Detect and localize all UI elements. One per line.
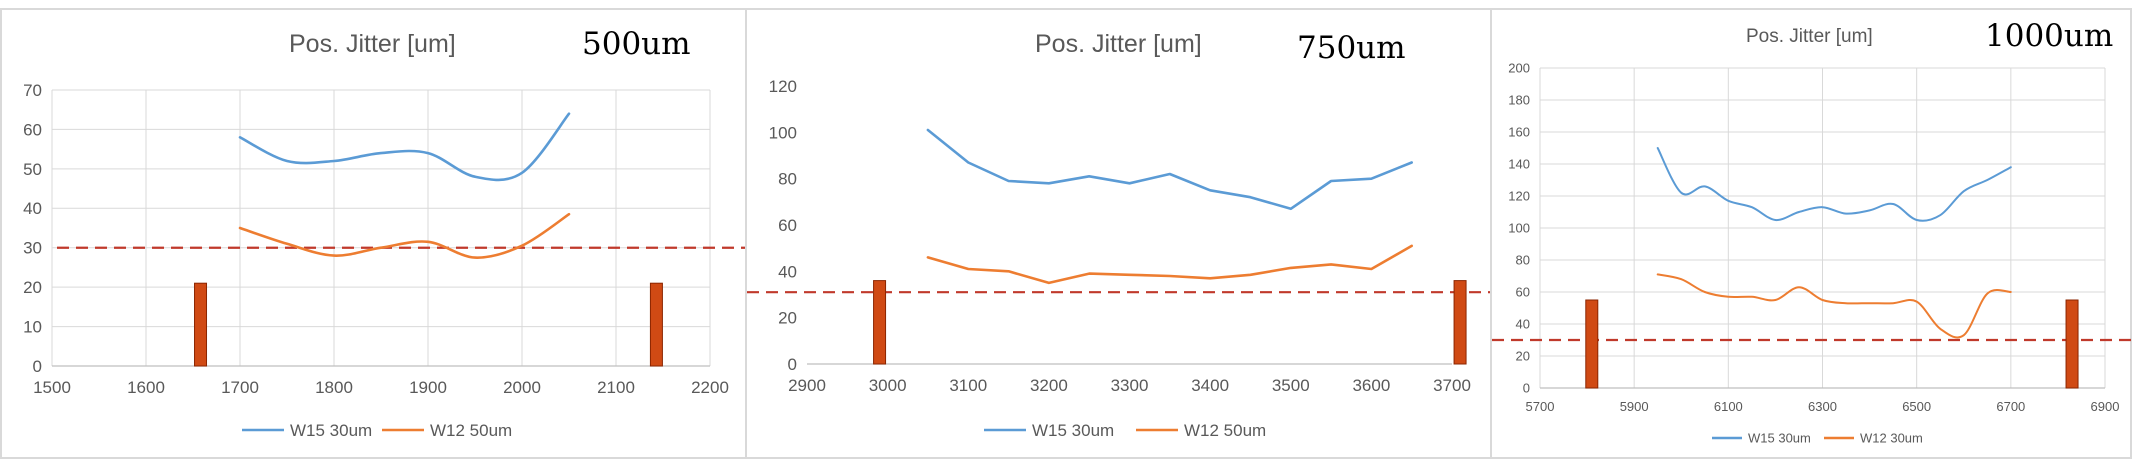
x-tick-label: 6900	[2091, 399, 2120, 414]
x-tick-label: 2100	[597, 378, 635, 397]
series-line-w12	[926, 244, 1413, 285]
y-tick-label: 0	[33, 357, 42, 376]
x-tick-label: 1600	[127, 378, 165, 397]
x-tick-label: 5700	[1526, 399, 1555, 414]
legend-label: W12 50um	[430, 421, 512, 440]
reference-marker-bar	[649, 282, 663, 367]
chart-annotation: 500um	[582, 26, 691, 62]
x-tick-label: 6300	[1808, 399, 1837, 414]
y-tick-label: 20	[778, 309, 797, 328]
x-tick-label: 3200	[1030, 376, 1068, 395]
x-tick-label: 2900	[788, 376, 826, 395]
legend-label: W12 30um	[1860, 431, 1923, 446]
x-tick-label: 1500	[33, 378, 71, 397]
y-tick-label: 120	[769, 77, 797, 96]
y-tick-label: 80	[1516, 253, 1530, 268]
legend-label: W12 50um	[1184, 421, 1266, 440]
reference-marker-bar	[2065, 299, 2079, 389]
y-tick-label: 50	[23, 160, 42, 179]
legend-label: W15 30um	[1032, 421, 1114, 440]
y-tick-label: 20	[23, 278, 42, 297]
x-tick-label: 3600	[1352, 376, 1390, 395]
series-line-w15	[238, 112, 571, 182]
x-tick-label: 6500	[1902, 399, 1931, 414]
chart-annotation: 1000um	[1985, 18, 2114, 54]
chart-title: Pos. Jitter [um]	[1746, 26, 1873, 47]
y-tick-label: 60	[778, 216, 797, 235]
chart-svg-1000um: 0 20 40 60 80 100 120 140 160 180 200 5700 5900 6100 6…	[1492, 61, 2133, 446]
y-tick-label: 120	[1508, 189, 1530, 204]
series-line-w15	[1656, 147, 2012, 222]
y-tick-label: 20	[1516, 349, 1530, 364]
series-line-w15	[926, 128, 1413, 211]
x-tick-label: 6100	[1714, 399, 1743, 414]
y-tick-label: 40	[1516, 317, 1530, 332]
x-tick-label: 2200	[691, 378, 729, 397]
y-tick-label: 160	[1508, 125, 1530, 140]
chart-annotation: 750um	[1297, 30, 1406, 66]
x-tick-label: 3300	[1111, 376, 1149, 395]
x-tick-label: 3400	[1191, 376, 1229, 395]
x-tick-label: 2000	[503, 378, 541, 397]
x-tick-label: 3100	[949, 376, 987, 395]
x-tick-label: 3700	[1433, 376, 1471, 395]
y-tick-label: 0	[1523, 381, 1530, 396]
x-tick-label: 1800	[315, 378, 353, 397]
y-tick-label: 10	[23, 318, 42, 337]
chart-svg-500um: 0 10 20 30 40 50 60 70 1500 1600 1700 1800 1900 2000 2…	[23, 81, 750, 440]
y-tick-label: 70	[23, 81, 42, 100]
chart-title: Pos. Jitter [um]	[289, 30, 456, 58]
chart-panel-750um: 0 20 40 60 80 100 120 2900 3000 3100 3200 3300 3400 3…	[745, 8, 1494, 459]
x-tick-label: 1700	[221, 378, 259, 397]
x-tick-label: 3500	[1272, 376, 1310, 395]
reference-marker-bar	[1453, 280, 1467, 365]
x-tick-label: 5900	[1620, 399, 1649, 414]
x-tick-label: 1900	[409, 378, 447, 397]
y-tick-label: 80	[778, 170, 797, 189]
series-line-w12	[238, 212, 571, 259]
reference-marker-bar	[1585, 299, 1599, 389]
y-tick-label: 60	[23, 120, 42, 139]
y-tick-label: 100	[769, 123, 797, 142]
y-tick-label: 60	[1516, 285, 1530, 300]
y-tick-label: 140	[1508, 157, 1530, 172]
series-line-w12	[1656, 273, 2012, 339]
y-tick-label: 180	[1508, 93, 1530, 108]
x-tick-label: 6700	[1996, 399, 2025, 414]
reference-marker-bar	[194, 282, 208, 367]
legend-label: W15 30um	[290, 421, 372, 440]
y-tick-label: 40	[23, 199, 42, 218]
y-tick-label: 100	[1508, 221, 1530, 236]
x-tick-label: 3000	[869, 376, 907, 395]
chart-panel-500um: 0 10 20 30 40 50 60 70 1500 1600 1700 1800 1900 2000 2…	[0, 8, 750, 459]
y-tick-label: 200	[1508, 61, 1530, 76]
chart-title: Pos. Jitter [um]	[1035, 30, 1202, 58]
legend-label: W15 30um	[1748, 431, 1811, 446]
reference-marker-bar	[873, 280, 887, 365]
chart-svg-750um: 0 20 40 60 80 100 120 2900 3000 3100 3200 3300 3400 3…	[747, 77, 1494, 440]
y-tick-label: 40	[778, 262, 797, 281]
y-tick-label: 30	[23, 239, 42, 258]
chart-panel-1000um: 0 20 40 60 80 100 120 140 160 180 200 5700 5900 6100 6…	[1490, 8, 2133, 459]
y-tick-label: 0	[788, 355, 797, 374]
